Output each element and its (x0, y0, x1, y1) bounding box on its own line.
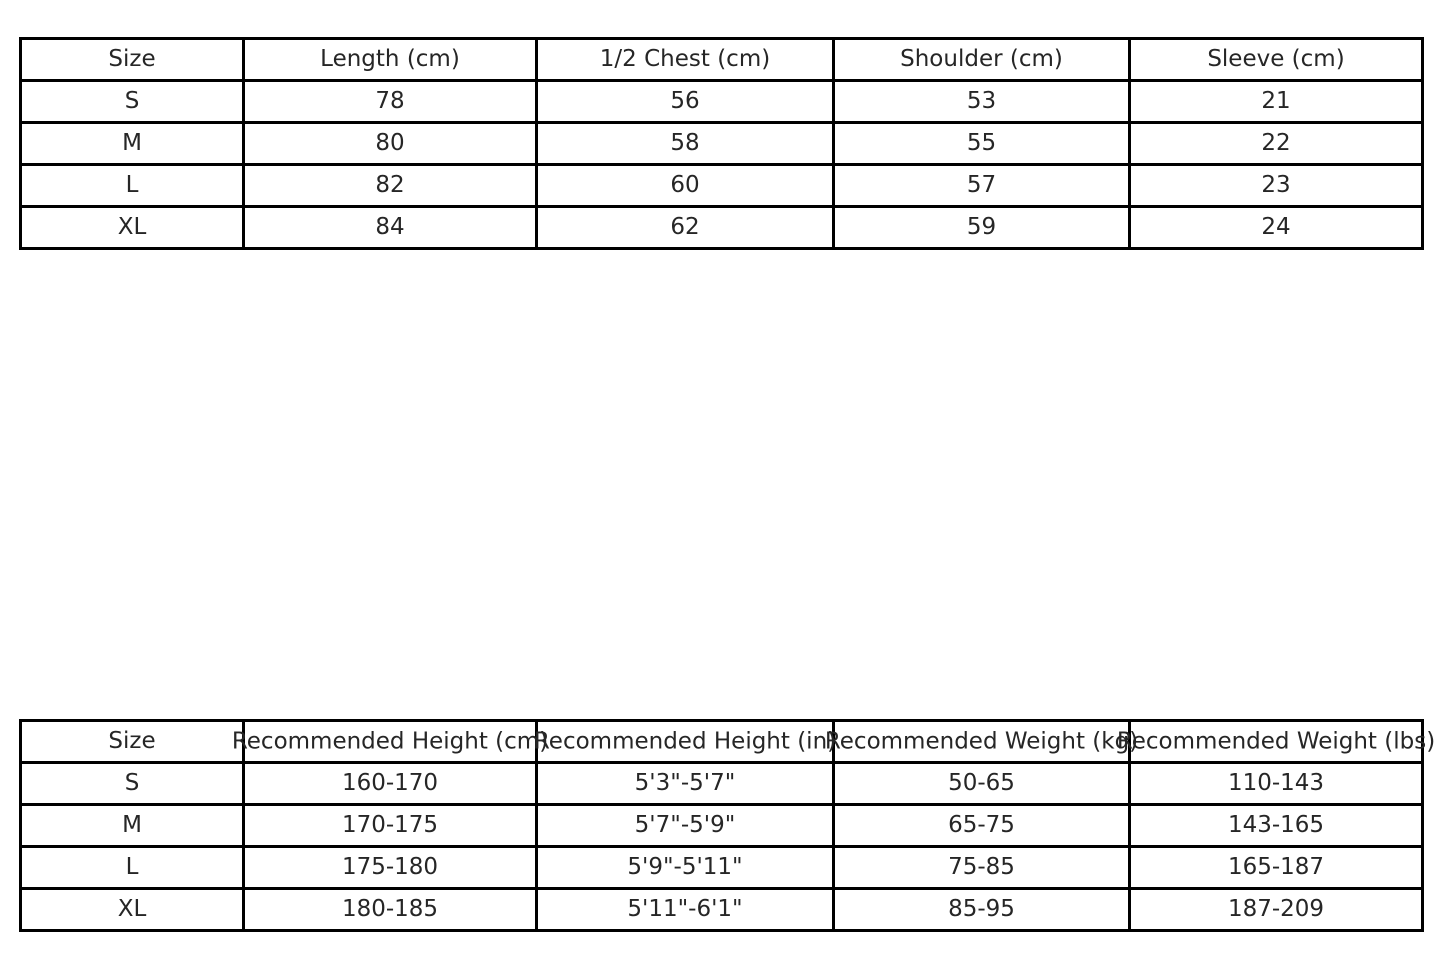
column-header-half-chest: 1/2 Chest (cm) (535, 38, 834, 81)
cell-size: S (20, 79, 244, 123)
garment-measurements-table: Size Length (cm) 1/2 Chest (cm) Shoulder… (19, 37, 1424, 250)
cell-size: L (20, 845, 244, 889)
table-row: XL 84 62 59 24 (20, 205, 1423, 249)
cell-sleeve: 24 (1128, 205, 1423, 249)
column-header-size: Size (108, 46, 156, 72)
cell-length: 78 (242, 79, 537, 123)
cell-weight-lbs: 143-165 (1128, 803, 1423, 847)
column-header-recommended-weight-kg: Recommended Weight (kg) (825, 720, 1138, 763)
cell-length: 84 (242, 205, 537, 249)
column-header-recommended-height-cm-text: Recommended Height (cm) (231, 728, 549, 754)
table-header-row: Size Length (cm) 1/2 Chest (cm) Shoulder… (21, 38, 1423, 81)
cell-shoulder: 57 (832, 163, 1130, 207)
cell-weight-lbs: 110-143 (1128, 761, 1423, 805)
cell-size: S (20, 761, 244, 805)
cell-height-cm: 175-180 (242, 845, 537, 889)
cell-size: M (20, 803, 244, 847)
cell-size: L (20, 163, 244, 207)
cell-size: M (20, 121, 244, 165)
column-header-recommended-height-in: Recommended Height (in) (533, 720, 837, 763)
cell-size: XL (20, 205, 244, 249)
table-row: L 82 60 57 23 (20, 163, 1423, 207)
cell-size: XL (20, 887, 244, 931)
column-header-recommended-weight-lbs: Recommended Weight (lbs) (1117, 720, 1435, 763)
column-header-shoulder: Shoulder (cm) (832, 38, 1130, 81)
column-header-recommended-weight-kg-text: Recommended Weight (kg) (824, 728, 1139, 754)
table-row: XL 180-185 5'11"-6'1" 85-95 187-209 (20, 887, 1423, 931)
cell-height-in: 5'3"-5'7" (535, 761, 834, 805)
column-header-recommended-height-in-text: Recommended Height (in) (533, 728, 837, 754)
cell-height-cm: 170-175 (242, 803, 537, 847)
cell-length: 82 (242, 163, 537, 207)
table-row: S 160-170 5'3"-5'7" 50-65 110-143 (20, 761, 1423, 805)
column-header-sleeve: Sleeve (cm) (1128, 38, 1423, 81)
cell-length: 80 (242, 121, 537, 165)
table-header-row: Size Recommended Height (cm) Recommended… (21, 720, 1435, 763)
cell-weight-lbs: 165-187 (1128, 845, 1423, 889)
table-row: S 78 56 53 21 (20, 79, 1423, 123)
cell-half-chest: 60 (535, 163, 834, 207)
column-header-recommended-height-cm: Recommended Height (cm) (232, 720, 548, 763)
cell-weight-kg: 50-65 (832, 761, 1130, 805)
table-row: M 170-175 5'7"-5'9" 65-75 143-165 (20, 803, 1423, 847)
cell-sleeve: 23 (1128, 163, 1423, 207)
cell-height-cm: 160-170 (242, 761, 537, 805)
column-header-length: Length (cm) (242, 38, 537, 81)
cell-shoulder: 53 (832, 79, 1130, 123)
cell-height-in: 5'9"-5'11" (535, 845, 834, 889)
cell-height-in: 5'11"-6'1" (535, 887, 834, 931)
cell-weight-kg: 65-75 (832, 803, 1130, 847)
cell-weight-lbs: 187-209 (1128, 887, 1423, 931)
column-header-size: Size (108, 728, 156, 754)
cell-weight-kg: 75-85 (832, 845, 1130, 889)
table-row: M 80 58 55 22 (20, 121, 1423, 165)
cell-half-chest: 56 (535, 79, 834, 123)
cell-sleeve: 22 (1128, 121, 1423, 165)
cell-height-cm: 180-185 (242, 887, 537, 931)
column-header-recommended-weight-lbs-text: Recommended Weight (lbs) (1116, 728, 1436, 754)
body-fit-guide-table: Size Recommended Height (cm) Recommended… (19, 719, 1435, 932)
cell-shoulder: 55 (832, 121, 1130, 165)
cell-half-chest: 62 (535, 205, 834, 249)
cell-half-chest: 58 (535, 121, 834, 165)
cell-shoulder: 59 (832, 205, 1130, 249)
cell-height-in: 5'7"-5'9" (535, 803, 834, 847)
cell-weight-kg: 85-95 (832, 887, 1130, 931)
table-row: L 175-180 5'9"-5'11" 75-85 165-187 (20, 845, 1423, 889)
cell-sleeve: 21 (1128, 79, 1423, 123)
